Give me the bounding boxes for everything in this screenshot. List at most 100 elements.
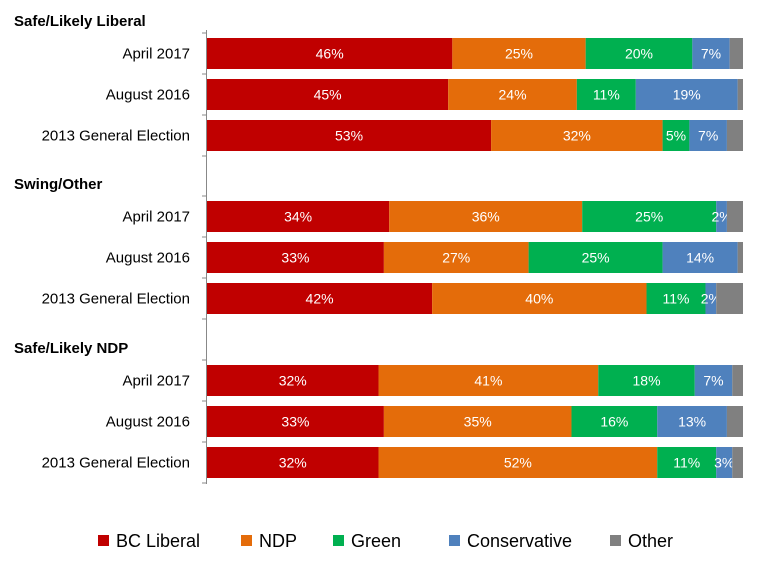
bar-value-label: 46% [316,46,344,62]
legend-swatch [241,535,252,546]
bar-value-label: 25% [505,46,533,62]
bar-segment-green [585,38,693,69]
row-label: August 2016 [106,414,190,431]
bar-segment-conservative [662,242,738,273]
bar-value-label: 2% [711,209,731,225]
legend-label: BC Liberal [116,531,200,551]
bar-segment-ndp [378,365,599,396]
bar-value-label: 11% [673,455,700,471]
group-title: Safe/Likely NDP [14,340,128,357]
bar-segment-conservative [716,201,727,232]
legend-item: NDP [241,531,297,551]
legend-label: Other [628,531,673,551]
bar-segment-other [716,283,743,314]
bar-value-label: 13% [678,414,706,430]
bar-value-label: 32% [279,455,307,471]
bar-segment-bc-liberal [207,242,384,273]
bar-value-label: 52% [504,455,532,471]
bar-segment-bc-liberal [207,406,384,437]
bar-value-label: 25% [635,209,663,225]
bar-segment-conservative [657,406,727,437]
bar-segment-ndp [448,79,577,110]
legend-swatch [98,535,109,546]
row-label: April 2017 [122,373,190,390]
bar-segment-ndp [383,242,529,273]
bar-value-label: 14% [686,250,714,266]
bar-value-label: 33% [281,414,309,430]
bar-segment-ndp [432,283,647,314]
legend-swatch [449,535,460,546]
bar-segment-ndp [491,120,663,151]
bar-segment-bc-liberal [207,447,379,478]
bar-segment-green [657,447,717,478]
bar-value-label: 34% [284,209,312,225]
bar-segment-conservative [694,365,733,396]
legend-label: Green [351,531,401,551]
bar-value-label: 27% [442,250,470,266]
legend-swatch [333,535,344,546]
bar-segment-bc-liberal [207,283,433,314]
bar-segment-green [662,120,690,151]
bar-segment-other [726,406,743,437]
bar-segment-other [732,447,743,478]
row-label: 2013 General Election [42,291,190,308]
bar-value-label: 41% [474,373,502,389]
chart-bars: 46% 25% 20% 7% 45% 24% 11% 19% 53% 32% 5% 7% 34% 36% 2… [207,38,743,478]
bar-value-label: 11% [593,87,620,103]
bar-segment-conservative [692,38,730,69]
bar-segment-bc-liberal [207,79,449,110]
legend-item: Other [610,531,673,551]
bar-value-label: 40% [525,291,553,307]
row-label: August 2016 [106,87,190,104]
bar-value-label: 2% [701,291,721,307]
bar-value-label: 35% [464,414,492,430]
bar-value-label: 53% [335,128,363,144]
bar-value-label: 45% [314,87,342,103]
bar-segment-conservative [635,79,738,110]
bar-value-label: 5% [666,128,686,144]
bar-value-label: 16% [600,414,628,430]
bar-value-label: 25% [582,250,610,266]
bar-value-label: 18% [633,373,661,389]
row-label: April 2017 [122,46,190,63]
bar-value-label: 32% [563,128,591,144]
bar-segment-other [737,79,743,110]
row-label: April 2017 [122,209,190,226]
chart-axis [202,30,207,484]
bar-segment-green [646,283,706,314]
row-label: 2013 General Election [42,128,190,145]
bar-value-label: 7% [698,128,718,144]
bar-segment-other [729,38,743,69]
chart-groups: Safe/Likely Liberal April 2017 August 2016… [14,13,190,472]
bar-segment-other [726,201,743,232]
bar-segment-bc-liberal [207,201,390,232]
bar-segment-other [726,120,743,151]
legend-label: NDP [259,531,297,551]
legend-label: Conservative [467,531,572,551]
legend-swatch [610,535,621,546]
bar-segment-conservative [689,120,727,151]
bar-segment-ndp [383,406,572,437]
bar-value-label: 42% [306,291,334,307]
bar-segment-bc-liberal [207,365,379,396]
legend-item: Conservative [449,531,572,551]
bar-segment-other [732,365,743,396]
bar-segment-ndp [378,447,658,478]
bar-value-label: 36% [472,209,500,225]
bar-segment-conservative [705,283,717,314]
bar-value-label: 3% [714,455,734,471]
bar-segment-green [571,406,658,437]
bar-segment-green [576,79,636,110]
bar-segment-other [737,242,743,273]
bar-segment-ndp [452,38,586,69]
group-title: Safe/Likely Liberal [14,13,146,30]
bar-value-label: 24% [499,87,527,103]
bar-segment-conservative [716,447,733,478]
chart-legend: BC Liberal NDP Green Conservative Other [98,531,673,551]
row-label: August 2016 [106,250,190,267]
bar-segment-bc-liberal [207,120,492,151]
bar-value-label: 19% [673,87,701,103]
bar-value-label: 20% [625,46,653,62]
legend-item: Green [333,531,401,551]
